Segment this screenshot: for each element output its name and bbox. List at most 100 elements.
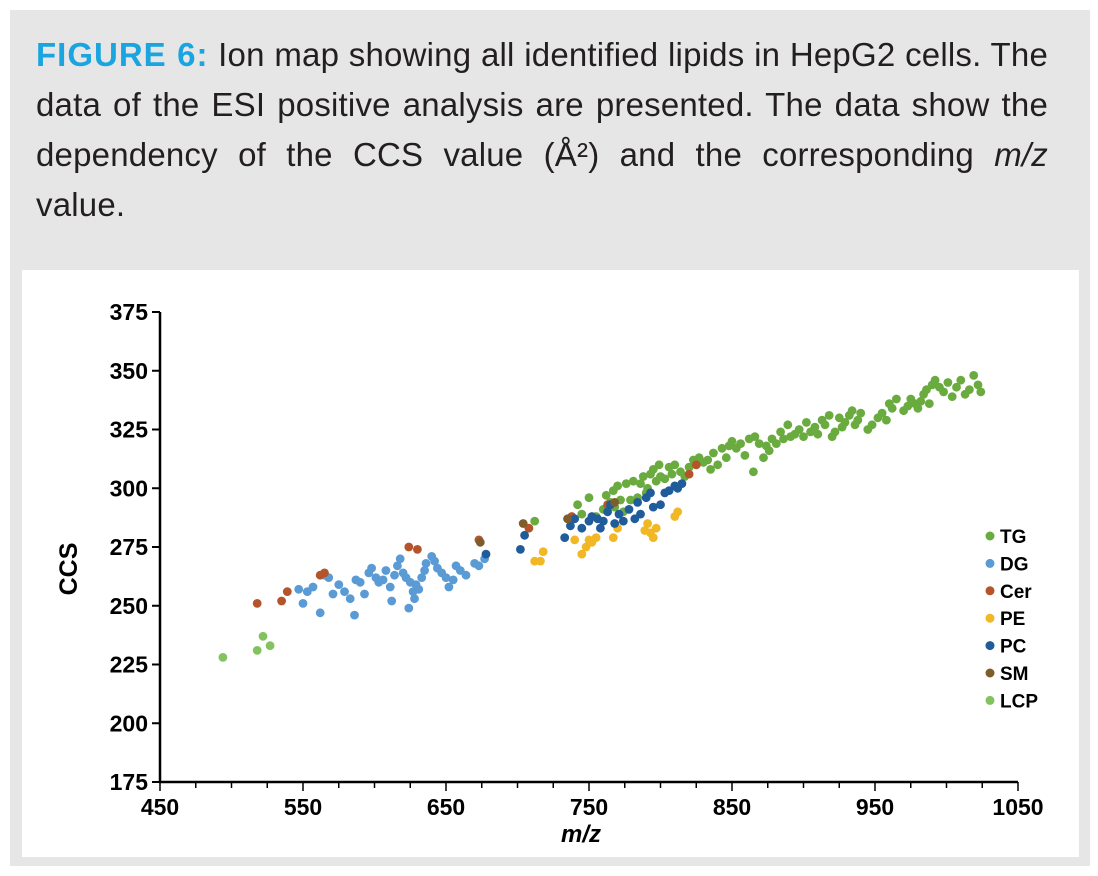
- caption-italic-mz: m/z: [994, 136, 1048, 173]
- data-point-dg: [393, 561, 402, 571]
- y-tick-label: 200: [110, 710, 148, 736]
- data-point-dg: [441, 573, 451, 582]
- data-point-pc: [614, 509, 624, 519]
- data-point-pe: [591, 533, 601, 542]
- data-point-dg: [345, 594, 355, 604]
- data-point-tg: [736, 439, 745, 448]
- data-point-dg: [328, 589, 338, 599]
- x-tick-label: 650: [427, 794, 465, 820]
- data-point-cer: [320, 568, 329, 578]
- caption-text: Ion map showing all identified lipids in…: [36, 36, 1048, 173]
- data-point-dg: [387, 596, 397, 606]
- data-point-tg: [779, 434, 788, 444]
- data-point-tg: [750, 432, 760, 441]
- data-point-tg: [965, 385, 974, 394]
- data-point-pe: [577, 549, 587, 559]
- data-point-tg: [943, 378, 953, 387]
- data-point-tg: [709, 448, 718, 458]
- y-tick-label: 325: [110, 417, 149, 443]
- data-point-pe: [673, 507, 683, 517]
- data-point-tg: [973, 380, 983, 390]
- caption-tail: value.: [36, 186, 126, 223]
- legend-marker-lcp: [985, 695, 995, 705]
- data-point-dg: [340, 587, 349, 596]
- data-point-dg: [448, 575, 458, 585]
- chart-panel: 175 200 225 250 275 300 325 350 375 450 550 650 750 8…: [22, 270, 1079, 857]
- data-point-dg: [421, 559, 431, 568]
- legend-marker-cer: [985, 586, 995, 596]
- x-tick-label: 950: [856, 794, 894, 820]
- data-point-dg: [360, 589, 369, 599]
- data-point-cer: [282, 587, 292, 596]
- data-point-tg: [924, 399, 934, 408]
- x-tick-label: 850: [713, 794, 751, 820]
- data-point-dg: [461, 570, 471, 580]
- data-point-pc: [624, 505, 634, 514]
- legend-marker-sm: [985, 668, 995, 678]
- legend-label-dg: DG: [1000, 554, 1029, 575]
- data-point-tg: [759, 453, 768, 463]
- data-point-pe: [536, 556, 545, 566]
- data-point-tg: [969, 371, 979, 380]
- data-point-pc: [566, 521, 575, 531]
- data-point-dg: [385, 582, 395, 592]
- scatter-chart: 175 200 225 250 275 300 325 350 375 450 550 650 750 8…: [55, 299, 1044, 848]
- data-point-pc: [598, 516, 608, 526]
- data-point-tg: [654, 460, 664, 470]
- data-point-tg: [706, 465, 715, 474]
- data-point-pc: [596, 523, 605, 533]
- data-point-dg: [355, 577, 365, 587]
- data-point-tg: [976, 387, 986, 397]
- data-point-pc: [481, 549, 491, 559]
- data-point-pc: [603, 507, 612, 517]
- data-point-dg: [294, 584, 304, 594]
- data-point-tg: [916, 396, 926, 406]
- data-point-dg: [315, 608, 325, 618]
- data-point-dg: [404, 603, 414, 613]
- legend-marker-tg: [985, 531, 995, 541]
- data-point-tg: [684, 462, 694, 472]
- legend-label-tg: TG: [1000, 527, 1026, 548]
- data-point-tg: [794, 425, 804, 434]
- data-point-tg: [667, 469, 677, 479]
- data-point-pe: [538, 547, 548, 557]
- data-point-cer: [691, 460, 701, 470]
- data-point-tg: [877, 408, 887, 418]
- data-point-tg: [660, 474, 670, 484]
- legend-label-pe: PE: [1000, 609, 1025, 630]
- data-point-pe: [651, 523, 661, 533]
- data-point-tg: [820, 420, 830, 430]
- data-point-cer: [252, 599, 262, 608]
- data-point-dg: [420, 566, 429, 575]
- data-point-tg: [754, 439, 764, 448]
- data-point-dg: [444, 582, 454, 592]
- data-point-lcp: [252, 646, 262, 655]
- legend-label-sm: SM: [1000, 664, 1029, 685]
- data-point-pc: [618, 516, 628, 526]
- data-point-tg: [847, 406, 857, 416]
- data-point-dg: [430, 556, 439, 566]
- data-point-cer: [277, 596, 286, 606]
- data-point-tg: [783, 420, 793, 430]
- data-point-tg: [713, 460, 723, 470]
- data-point-dg: [414, 584, 424, 594]
- data-point-dg: [350, 610, 359, 620]
- data-point-tg: [813, 429, 823, 439]
- data-point-tg: [913, 403, 923, 413]
- data-point-pc: [520, 530, 529, 540]
- data-point-tg: [952, 382, 961, 392]
- data-point-dg: [390, 570, 399, 580]
- data-point-tg: [717, 443, 727, 453]
- data-point-tg: [892, 394, 901, 404]
- y-tick-label: 350: [110, 358, 148, 384]
- data-point-sm: [475, 537, 485, 547]
- data-point-cer: [684, 469, 694, 479]
- data-point-pc: [646, 488, 655, 498]
- data-point-tg: [853, 415, 863, 425]
- data-point-tg: [856, 408, 866, 418]
- data-point-pc: [677, 479, 687, 488]
- legend-label-cer: Cer: [1000, 582, 1032, 603]
- data-point-tg: [749, 467, 758, 477]
- y-tick-label: 250: [110, 593, 148, 619]
- x-tick-label: 450: [141, 794, 179, 820]
